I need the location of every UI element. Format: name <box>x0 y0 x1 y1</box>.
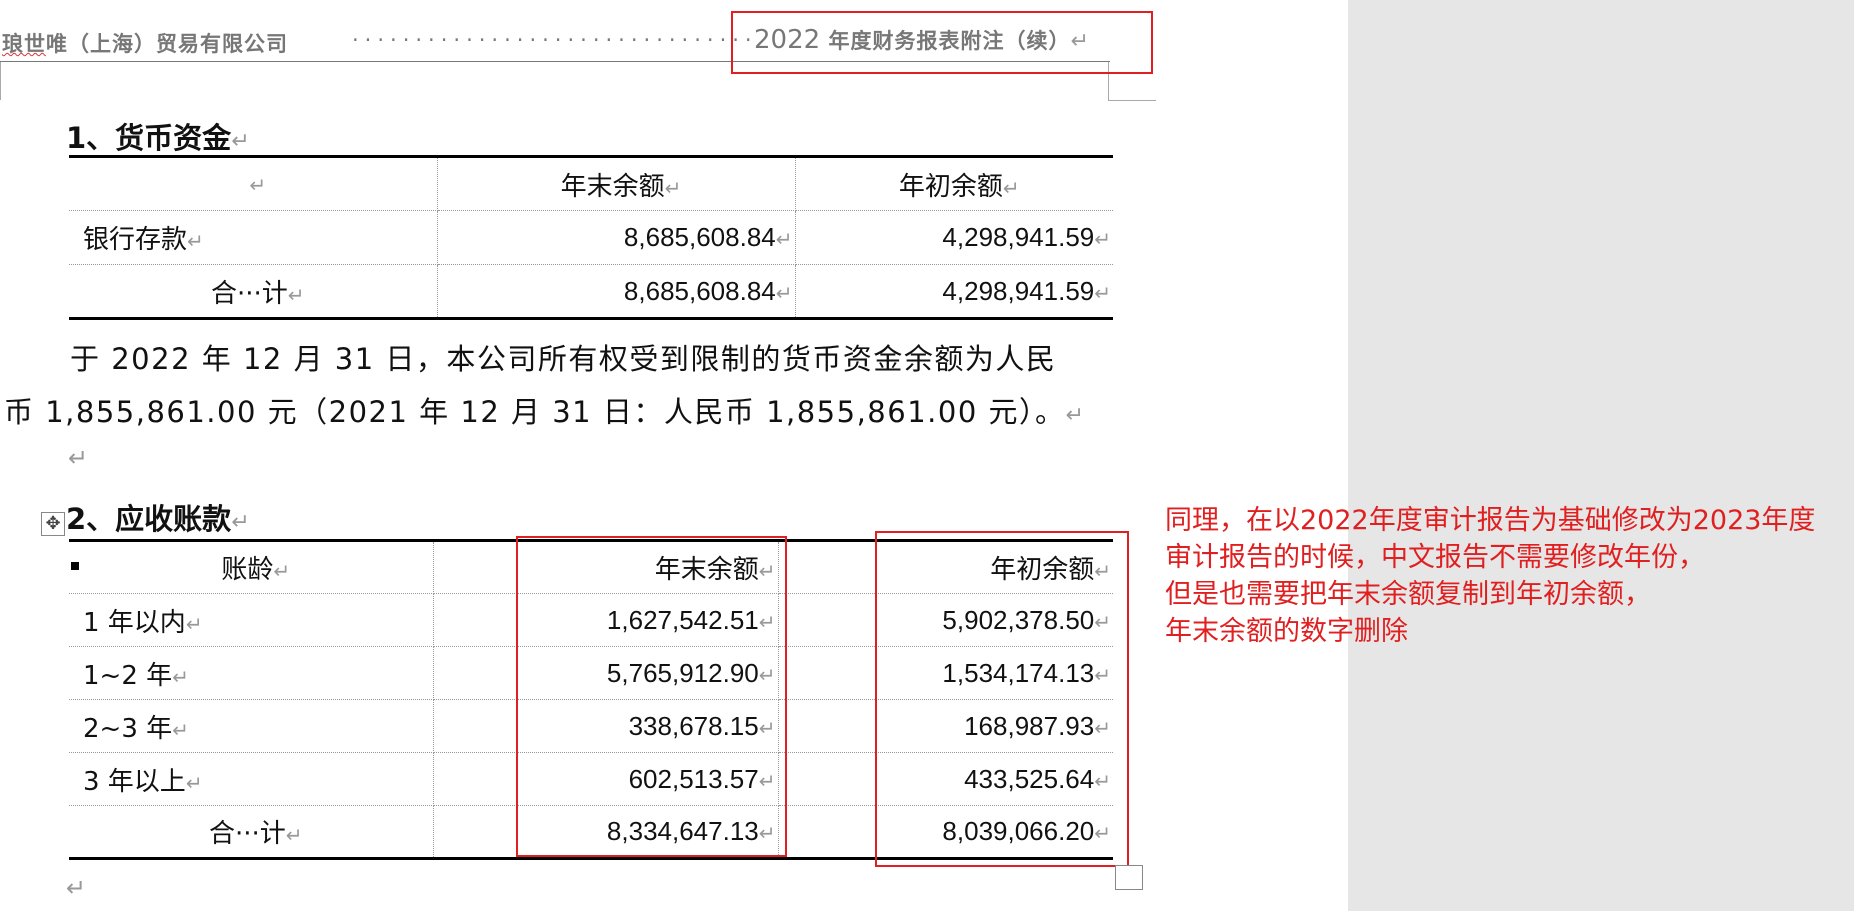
table-cell-label[interactable]: 合···计↵ <box>69 805 434 860</box>
review-comment: 同理，在以2022年度审计报告为基础修改为2023年度 审计报告的时候，中文报告… <box>1165 502 1854 650</box>
table-cell-year-begin[interactable]: 1,534,174.13↵ <box>778 646 1113 700</box>
table-header-cell[interactable]: 年初余额↵ <box>778 539 1113 594</box>
header-company-name: 琅世唯（上海）贸易有限公司 <box>2 32 288 56</box>
table-cell-label[interactable]: 合···计↵ <box>69 264 438 320</box>
row-selection-marker-icon <box>71 562 79 570</box>
table-row: 3 年以上↵ 602,513.57↵ 433,525.64↵ <box>69 752 1113 806</box>
table-cell-year-begin[interactable]: 4,298,941.59↵ <box>795 264 1113 320</box>
header-leader-dots: ········································… <box>352 28 750 52</box>
table-cell-year-begin[interactable]: 8,039,066.20↵ <box>778 805 1113 860</box>
comment-line: 审计报告的时候，中文报告不需要修改年份， <box>1165 542 1705 573</box>
table-cell-year-begin[interactable]: 4,298,941.59↵ <box>795 210 1113 265</box>
table-cell-year-end[interactable]: 8,685,608.84↵ <box>437 210 796 265</box>
table-header-cell[interactable]: 年末余额↵ <box>437 155 796 211</box>
table-cell-label[interactable]: 1~2 年↵ <box>69 646 434 700</box>
paragraph-mark-icon: ↵ <box>231 510 250 535</box>
restricted-cash-paragraph-line-2[interactable]: 币 1,855,861.00 元（2021 年 12 月 31 日：人民币 1,… <box>4 395 1086 429</box>
table-row-total: 合···计↵ 8,685,608.84↵ 4,298,941.59↵ <box>69 264 1113 320</box>
header-rule <box>0 61 1110 62</box>
paragraph-mark-icon: ↵ <box>68 444 89 472</box>
table-cell-label[interactable]: 2~3 年↵ <box>69 699 434 753</box>
table-cell-year-begin[interactable]: 433,525.64↵ <box>778 752 1113 806</box>
table-resize-handle-icon[interactable] <box>1115 865 1143 890</box>
table-header-cell[interactable]: 账龄↵ <box>69 539 434 594</box>
comment-line: 同理，在以2022年度审计报告为基础修改为2023年度 <box>1165 505 1816 536</box>
table-cell-year-end[interactable]: 602,513.57↵ <box>433 752 779 806</box>
table-header-row: ↵ 年末余额↵ 年初余额↵ <box>69 155 1113 211</box>
table-row: 银行存款↵ 8,685,608.84↵ 4,298,941.59↵ <box>69 210 1113 265</box>
spellcheck-flagged-text: 琅世 <box>2 32 46 56</box>
table-cell-label[interactable]: 1 年以内↵ <box>69 593 434 647</box>
table-header-cell[interactable]: 年末余额↵ <box>433 539 779 594</box>
crop-mark <box>0 62 1 100</box>
restricted-cash-paragraph-line-1[interactable]: 于 2022 年 12 月 31 日，本公司所有权受到限制的货币资金余额为人民 <box>70 342 1057 376</box>
table-cell-label[interactable]: 银行存款↵ <box>69 210 438 265</box>
crop-mark <box>1108 62 1109 100</box>
paragraph-mark-icon: ↵ <box>66 874 87 902</box>
annotation-box-year-end-column <box>516 536 787 857</box>
annotation-box-year-begin-column <box>875 531 1129 867</box>
header-report-title: 2022 年度财务报表附注（续）↵ <box>754 25 1089 55</box>
header-year: 2022 <box>754 25 821 55</box>
table-cell-year-end[interactable]: 8,685,608.84↵ <box>437 264 796 320</box>
table-row-total: 合···计↵ 8,334,647.13↵ 8,039,066.20↵ <box>69 805 1113 860</box>
table-cell-year-end[interactable]: 5,765,912.90↵ <box>433 646 779 700</box>
table-cell-year-end[interactable]: 1,627,542.51↵ <box>433 593 779 647</box>
section-heading-cash: 1、货币资金↵ <box>66 121 250 155</box>
table-row: 2~3 年↵ 338,678.15↵ 168,987.93↵ <box>69 699 1113 753</box>
annotation-box-header-year <box>731 11 1153 74</box>
document-page[interactable]: 琅世唯（上海）贸易有限公司 ··························… <box>0 0 1348 911</box>
table-move-handle-icon[interactable]: ✥ <box>41 512 65 536</box>
table-row: 1~2 年↵ 5,765,912.90↵ 1,534,174.13↵ <box>69 646 1113 700</box>
table-cell-year-end[interactable]: 338,678.15↵ <box>433 699 779 753</box>
cash-table: ↵ 年末余额↵ 年初余额↵ 银行存款↵ 8,685,608.84↵ 4,298,… <box>69 155 1113 320</box>
crop-mark <box>1108 100 1156 101</box>
table-row: 1 年以内↵ 1,627,542.51↵ 5,902,378.50↵ <box>69 593 1113 647</box>
paragraph-mark-icon: ↵ <box>1070 29 1089 54</box>
table-header-cell[interactable]: 年初余额↵ <box>795 155 1113 211</box>
table-cell-label[interactable]: 3 年以上↵ <box>69 752 434 806</box>
paragraph-mark-icon: ↵ <box>231 129 250 154</box>
table-header-cell[interactable]: ↵ <box>69 155 438 211</box>
table-header-row: 账龄↵ 年末余额↵ 年初余额↵ <box>69 539 1113 594</box>
table-cell-year-begin[interactable]: 5,902,378.50↵ <box>778 593 1113 647</box>
comment-line: 年末余额的数字删除 <box>1165 616 1408 647</box>
table-cell-year-end[interactable]: 8,334,647.13↵ <box>433 805 779 860</box>
table-cell-year-begin[interactable]: 168,987.93↵ <box>778 699 1113 753</box>
comment-line: 但是也需要把年末余额复制到年初余额， <box>1165 579 1651 610</box>
section-heading-receivables: 2、应收账款↵ <box>66 502 250 536</box>
receivables-table: 账龄↵ 年末余额↵ 年初余额↵ 1 年以内↵ 1,627,542.51↵ 5,9… <box>69 539 1113 860</box>
